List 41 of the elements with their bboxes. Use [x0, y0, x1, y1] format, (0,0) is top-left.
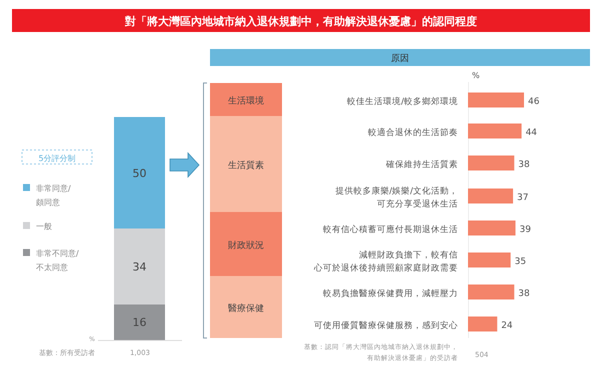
text: 對「將大灣區內地城市納入退休規劃中，有助解決退休憂慮」的認同程度 — [124, 15, 477, 28]
text: % — [472, 71, 480, 80]
bar — [468, 284, 514, 300]
data-label: 37 — [517, 193, 528, 203]
data-label: 39 — [519, 225, 532, 235]
y-tick-label: 較易負擔醫療保健費用，減輕壓力 — [323, 288, 458, 299]
bar — [468, 252, 511, 268]
legend-label: 非常不同意/不太同意 — [36, 249, 79, 272]
legend-label: 非常同意/頗同意 — [36, 184, 71, 207]
legend-item: 非常同意/頗同意 — [23, 184, 71, 207]
y-tick-label: 提供較多康樂/娛樂/文化活動，可充分享受退休生活 — [335, 186, 458, 210]
y-tick-label: 減輕財政負擔下，較有信心可於退休後持續照顧家庭財政需要 — [313, 250, 458, 274]
y-tick-label: 可使用優質醫療保健服務，感到安心 — [314, 320, 458, 331]
y-tick-label: 較有信心積蓄可應付長期退休生活 — [323, 224, 458, 235]
data-label: 24 — [501, 321, 513, 331]
y-tick-label: 較適合退休的生活節奏 — [368, 127, 458, 138]
legend-title: 5分評分制 — [38, 154, 76, 163]
data-label: 44 — [526, 128, 538, 138]
data-label: 35 — [514, 257, 526, 267]
data-label: 38 — [518, 160, 530, 170]
bar — [468, 188, 514, 204]
bar — [468, 124, 522, 138]
chart-title: 原因 — [391, 54, 409, 64]
data-label: 38 — [518, 289, 530, 299]
data-label: 16 — [132, 316, 146, 330]
bar — [468, 220, 516, 236]
bar — [468, 92, 524, 108]
bar — [468, 316, 498, 332]
legend-item: 一般 — [23, 222, 52, 231]
text: 醫療保健 — [228, 303, 264, 314]
y-tick-label: 較佳生活環境/較多鄉郊環境 — [347, 96, 458, 107]
text: 生活質素 — [228, 160, 264, 171]
legend-label: 一般 — [36, 222, 52, 231]
data-label: 46 — [528, 97, 540, 107]
legend-item: 非常不同意/不太同意 — [23, 249, 79, 272]
bar — [468, 156, 514, 170]
data-label: 50 — [132, 166, 146, 180]
data-label: 34 — [132, 260, 146, 274]
y-tick-label: 確保維持生活質素 — [385, 159, 458, 170]
text: 財政狀況 — [228, 240, 264, 251]
text: 生活環境 — [228, 96, 264, 106]
